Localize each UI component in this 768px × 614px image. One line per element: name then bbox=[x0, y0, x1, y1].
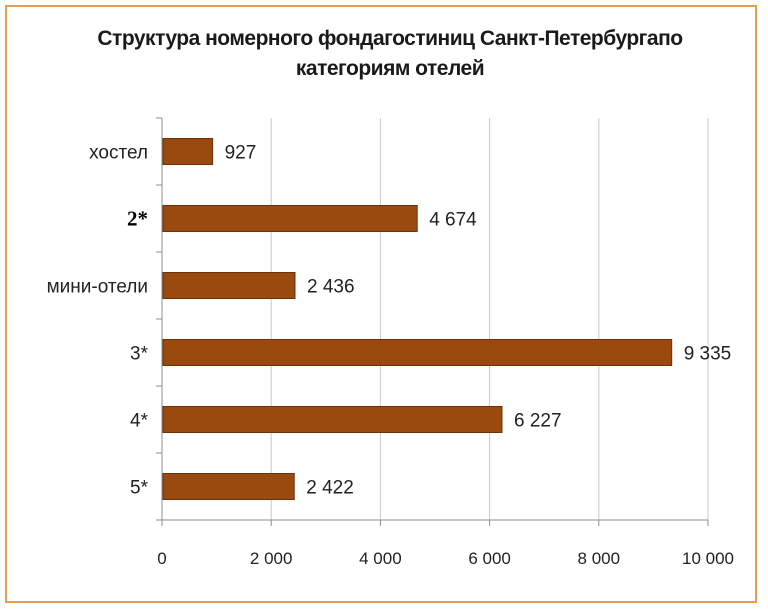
category-label-3: 3* bbox=[130, 344, 149, 365]
category-label-4: 4* bbox=[130, 411, 149, 432]
x-tick-label-2000: 2 000 bbox=[250, 549, 293, 568]
chart-title-line-2: категориям отелей bbox=[295, 57, 485, 80]
bar-1 bbox=[162, 205, 418, 232]
bar-2 bbox=[162, 272, 296, 299]
chart-title: Структура номерного фондагостиниц Санкт-… bbox=[40, 24, 740, 84]
data-label-4: 6 227 bbox=[514, 411, 562, 432]
x-tick-label-10000: 10 000 bbox=[682, 549, 734, 568]
x-tick-label-0: 0 bbox=[157, 549, 166, 568]
data-label-1: 4 674 bbox=[429, 210, 477, 231]
x-tick-label-6000: 6 000 bbox=[468, 549, 511, 568]
data-label-0: 927 bbox=[225, 143, 257, 164]
category-label-0: хостел bbox=[89, 143, 148, 164]
data-label-3: 9 335 bbox=[684, 344, 732, 365]
data-label-5: 2 422 bbox=[306, 478, 354, 499]
x-tick-label-8000: 8 000 bbox=[578, 549, 621, 568]
bar-5 bbox=[162, 473, 295, 500]
x-tick-label-4000: 4 000 bbox=[359, 549, 402, 568]
bar-3 bbox=[162, 339, 673, 366]
chart-frame bbox=[5, 5, 757, 603]
category-label-2: мини-отели bbox=[47, 277, 148, 298]
category-label-1: 2* bbox=[127, 207, 148, 231]
bar-4 bbox=[162, 406, 503, 433]
category-label-5: 5* bbox=[130, 478, 149, 499]
bar-0 bbox=[162, 138, 214, 165]
chart-title-line-1: Структура номерного фондагостиниц Санкт-… bbox=[97, 27, 683, 50]
data-label-2: 2 436 bbox=[307, 277, 355, 298]
